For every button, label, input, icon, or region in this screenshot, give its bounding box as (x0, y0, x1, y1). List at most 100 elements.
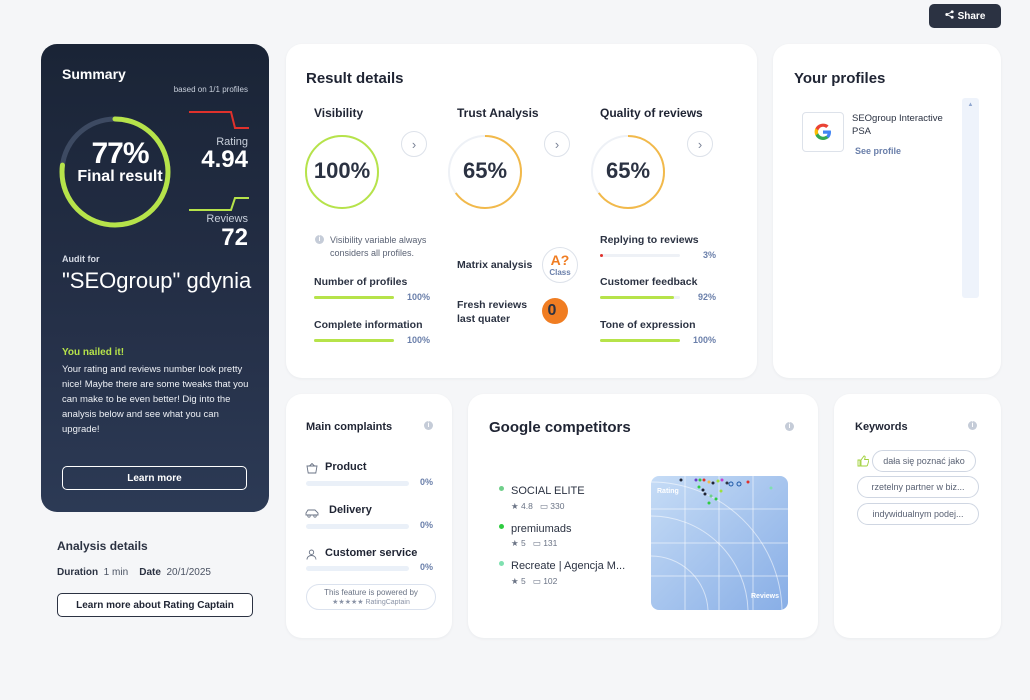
powered-by-text: This feature is powered by (324, 588, 418, 597)
your-profiles-title: Your profiles (794, 70, 886, 87)
result-details-title: Result details (306, 70, 404, 87)
matrix-class-badge: A? Class (542, 247, 578, 283)
chart-points (679, 478, 773, 505)
trust-chevron-right-icon[interactable]: › (544, 131, 570, 157)
reviews-label: Reviews (206, 213, 248, 225)
complaint-customer-service-bar (306, 566, 409, 571)
summary-title: Summary (62, 66, 126, 82)
competitor-name[interactable]: Recreate | Agencja M... (511, 560, 626, 572)
keyword-chip[interactable]: rzetelny partner w biz... (857, 476, 979, 498)
replying-to-reviews-bar (600, 254, 680, 257)
complaint-customer-service-label: Customer service (325, 547, 418, 559)
final-result-label: Final result (77, 168, 163, 185)
see-profile-link[interactable]: See profile (855, 146, 902, 156)
complaint-delivery-value: 0% (420, 520, 434, 530)
competitor-marker (499, 561, 504, 566)
result-details-card: Result details Visibility 100% › i Visib… (286, 44, 757, 378)
share-label: Share (957, 10, 986, 22)
final-result-ring (59, 116, 171, 228)
visibility-chevron-right-icon[interactable]: › (401, 131, 427, 157)
quality-of-reviews-title: Quality of reviews (600, 106, 703, 120)
quality-percent: 65% (605, 158, 651, 183)
quality-ring (591, 135, 665, 209)
info-icon[interactable]: i (968, 421, 977, 430)
based-on-note: based on 1/1 profiles (173, 85, 248, 94)
complaint-delivery-bar (306, 524, 409, 529)
quality-chevron-right-icon[interactable]: › (687, 131, 713, 157)
replying-to-reviews-label: Replying to reviews (600, 234, 699, 246)
powered-by-badge[interactable]: This feature is powered by ★★★★★ RatingC… (306, 584, 436, 610)
competitor-name[interactable]: premiumads (511, 523, 572, 535)
chart-x-label: Reviews (751, 593, 779, 600)
complete-information-value: 100% (406, 335, 430, 345)
thumbs-up-icon (857, 454, 870, 472)
summary-card: Summary based on 1/1 profiles 77% Final … (41, 44, 269, 512)
rating-value: 4.94 (201, 146, 248, 173)
complaint-product-bar (306, 481, 409, 486)
date-label: Date (139, 567, 161, 578)
car-icon (305, 505, 319, 523)
analysis-meta: Duration 1 min Date 20/1/2025 (57, 567, 211, 578)
number-of-profiles-value: 100% (406, 292, 430, 302)
fresh-reviews-label: Fresh reviews last quater (457, 299, 528, 325)
competitor-rating: 5 (520, 538, 526, 548)
analysis-details-title: Analysis details (57, 539, 148, 553)
keywords-title: Keywords (855, 421, 908, 433)
trust-percent: 65% (462, 158, 508, 183)
audit-for-label: Audit for (62, 254, 100, 264)
competitor-rating: 4.8 (520, 501, 533, 511)
matrix-analysis-label: Matrix analysis (457, 259, 533, 271)
competitor-reviews: 330 (550, 501, 565, 511)
customer-feedback-value: 92% (697, 292, 716, 302)
complete-information-bar (314, 339, 394, 342)
competitor-marker (499, 486, 504, 491)
basket-icon (306, 461, 318, 479)
tone-of-expression-label: Tone of expression (600, 319, 696, 331)
matrix-grade: A? (550, 252, 570, 268)
keyword-chip[interactable]: indywidualnym podej... (857, 503, 979, 525)
scroll-up-icon[interactable]: ▲ (967, 102, 974, 108)
duration-label: Duration (57, 567, 99, 578)
main-complaints-title: Main complaints (306, 421, 393, 433)
customer-feedback-label: Customer feedback (600, 276, 698, 288)
share-icon (944, 10, 954, 22)
rating-label: Rating (216, 136, 248, 148)
google-competitors-title: Google competitors (489, 419, 631, 436)
rating-trend-icon (189, 111, 249, 129)
info-icon[interactable]: i (424, 421, 433, 430)
complaint-customer-service-value: 0% (420, 562, 434, 572)
chart-y-label: Rating (657, 488, 679, 495)
profiles-scrollbar[interactable]: ▲ (962, 98, 979, 298)
info-icon[interactable]: i (785, 422, 794, 431)
audit-name: "SEOgroup" gdynia (62, 268, 252, 293)
number-of-profiles-label: Number of profiles (314, 276, 408, 288)
tone-of-expression-value: 100% (692, 335, 716, 345)
learn-more-button[interactable]: Learn more (62, 466, 247, 490)
final-result-percent: 77% (91, 137, 149, 170)
share-button[interactable]: Share (929, 4, 1001, 28)
matrix-class-label: Class (549, 268, 571, 277)
profile-name: SEOgroup Interactive PSA (852, 113, 943, 137)
keyword-chip[interactable]: dała się poznać jako (872, 450, 976, 472)
reviews-trend-icon (189, 197, 249, 211)
competitor-meta: ★ 4.8 ▭ 330 (511, 501, 565, 511)
visibility-title: Visibility (314, 106, 364, 120)
competitor-reviews: 131 (543, 538, 558, 548)
reviews-value: 72 (221, 224, 248, 251)
number-of-profiles-bar (314, 296, 394, 299)
duration-value: 1 min (103, 567, 129, 578)
competitor-marker (499, 524, 504, 529)
competitor-name[interactable]: SOCIAL ELITE (511, 485, 585, 497)
complaint-product-label: Product (325, 461, 367, 473)
fresh-reviews-value: 0 (542, 298, 568, 324)
complete-information-label: Complete information (314, 319, 423, 331)
rating-captain-logo: ★★★★★ RatingCaptain (332, 599, 410, 606)
competitor-reviews: 102 (543, 576, 558, 586)
learn-more-rating-captain-button[interactable]: Learn more about Rating Captain (57, 593, 253, 617)
complaint-product-value: 0% (420, 477, 434, 487)
tone-of-expression-bar (600, 339, 680, 342)
complaint-delivery-label: Delivery (329, 504, 372, 516)
trust-ring (448, 135, 522, 209)
nailed-it-heading: You nailed it! (62, 347, 125, 358)
visibility-percent: 100% (313, 158, 371, 183)
